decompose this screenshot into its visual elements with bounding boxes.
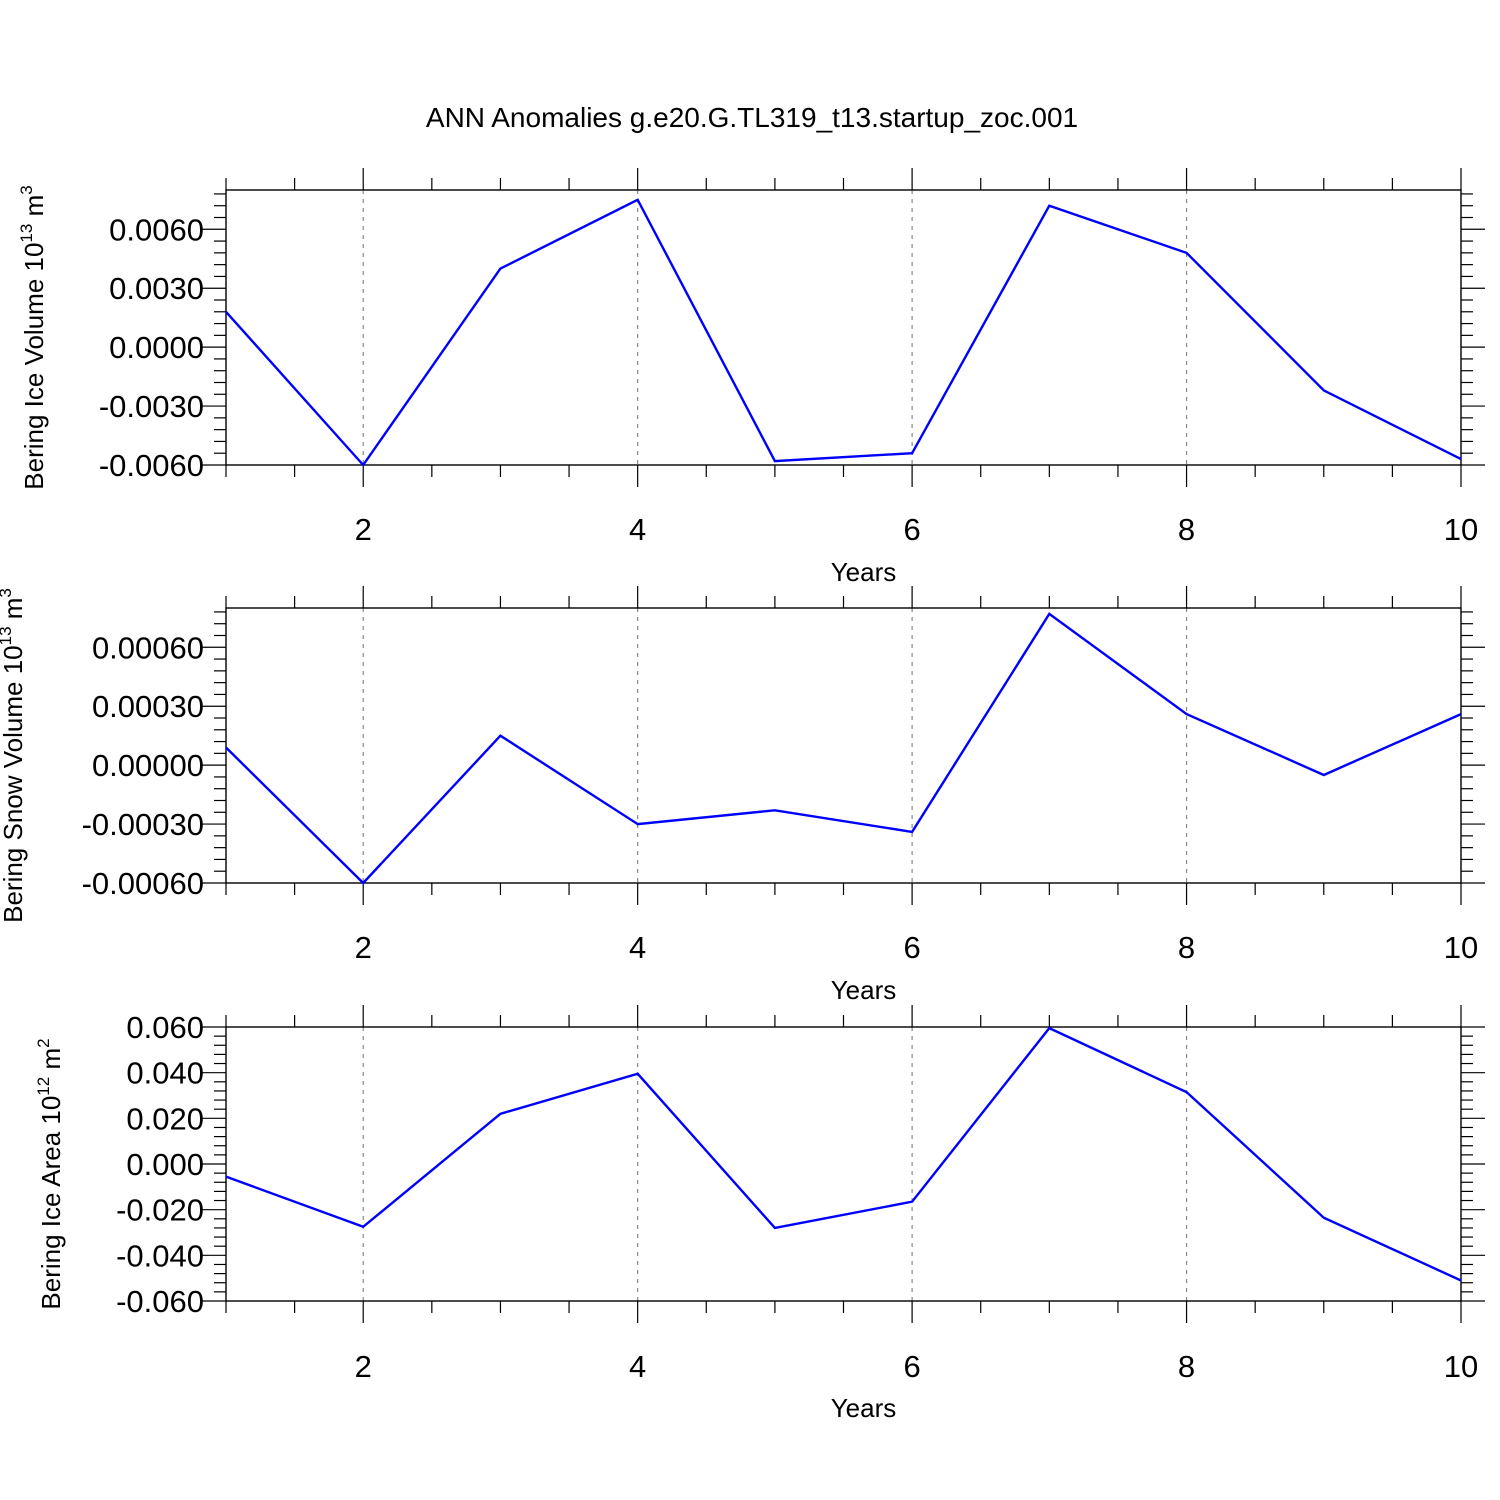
y-axis-title-part: Bering Ice Area 10	[36, 1096, 66, 1310]
chart-panel-3: 2 4 6 8 10 0.060 0.040 0.020 0.000 -0.020 -0.040 -0…	[34, 1005, 1485, 1423]
x-tick-label: 6	[903, 930, 920, 965]
y-tick-label: 0.0000	[109, 330, 204, 365]
y-axis-title-part: m	[0, 598, 28, 627]
y-axis-title-part: m	[36, 1048, 66, 1077]
y-tick-label: 0.00000	[92, 748, 204, 783]
y-tick-label: 0.0030	[109, 271, 204, 306]
y-tick-label: 0.00060	[92, 630, 204, 665]
y-axis-title-superscript: 3	[0, 588, 15, 597]
x-tick-label: 8	[1178, 512, 1195, 547]
x-axis-title: Years	[831, 975, 897, 1005]
x-tick-label: 6	[903, 512, 920, 547]
y-tick-label: 0.060	[126, 1010, 204, 1045]
y-axis-title: Bering Ice Area 1012 m2	[34, 1038, 66, 1309]
y-tick-label: -0.0060	[99, 448, 204, 483]
y-tick-label: -0.040	[116, 1238, 204, 1273]
y-tick-label: -0.0030	[99, 389, 204, 424]
x-axis-title: Years	[831, 557, 897, 587]
y-axis-title: Bering Snow Volume 1013 m3	[0, 588, 28, 923]
y-axis-title-part: Bering Snow Volume 10	[0, 645, 28, 923]
y-axis-title-part: m	[19, 195, 49, 224]
series-line	[225, 612, 1462, 885]
y-axis-title-superscript: 3	[17, 185, 36, 194]
y-tick-label: 0.000	[126, 1147, 204, 1182]
x-axis-title: Years	[831, 1393, 897, 1423]
y-tick-label: 0.00030	[92, 689, 204, 724]
panels: 2 4 6 8 10 0.0060 0.0030 0.0000 -0.0030 -0.0060 Ye…	[0, 168, 1485, 1423]
x-tick-label: 10	[1444, 1349, 1478, 1384]
y-axis-title: Bering Ice Volume 1013 m3	[17, 185, 49, 489]
series-line	[225, 198, 1462, 467]
x-tick-label: 10	[1444, 512, 1478, 547]
chart-title: ANN Anomalies g.e20.G.TL319_t13.startup_…	[426, 102, 1078, 133]
plot-frame	[225, 189, 1462, 466]
x-tick-label: 10	[1444, 930, 1478, 965]
plot-frame	[225, 1026, 1462, 1302]
y-tick-label: 0.040	[126, 1056, 204, 1091]
x-tick-label: 8	[1178, 930, 1195, 965]
chart-panel-2: 2 4 6 8 10 0.00060 0.00030 0.00000 -0.00030 -0.00…	[0, 586, 1485, 1005]
x-tick-label: 2	[355, 1349, 372, 1384]
x-tick-label: 4	[629, 1349, 646, 1384]
y-tick-label: -0.060	[116, 1284, 204, 1319]
series-line	[225, 1026, 1462, 1282]
y-axis-title-superscript: 13	[0, 626, 15, 645]
x-tick-label: 4	[629, 512, 646, 547]
plot-frame	[225, 607, 1462, 884]
y-tick-label: 0.020	[126, 1101, 204, 1136]
x-tick-label: 2	[355, 930, 372, 965]
y-tick-label: -0.00030	[82, 807, 204, 842]
y-tick-label: -0.020	[116, 1193, 204, 1228]
x-tick-label: 2	[355, 512, 372, 547]
y-axis-title-superscript: 13	[17, 224, 36, 243]
y-tick-label: -0.00060	[82, 866, 204, 901]
chart-panel-1: 2 4 6 8 10 0.0060 0.0030 0.0000 -0.0030 -0.0060 Ye…	[17, 168, 1485, 587]
y-tick-label: 0.0060	[109, 212, 204, 247]
x-tick-label: 8	[1178, 1349, 1195, 1384]
x-tick-label: 4	[629, 930, 646, 965]
x-tick-label: 6	[903, 1349, 920, 1384]
y-axis-title-superscript: 2	[34, 1038, 53, 1047]
y-axis-title-part: Bering Ice Volume 10	[19, 243, 49, 490]
y-axis-title-superscript: 12	[34, 1077, 53, 1096]
